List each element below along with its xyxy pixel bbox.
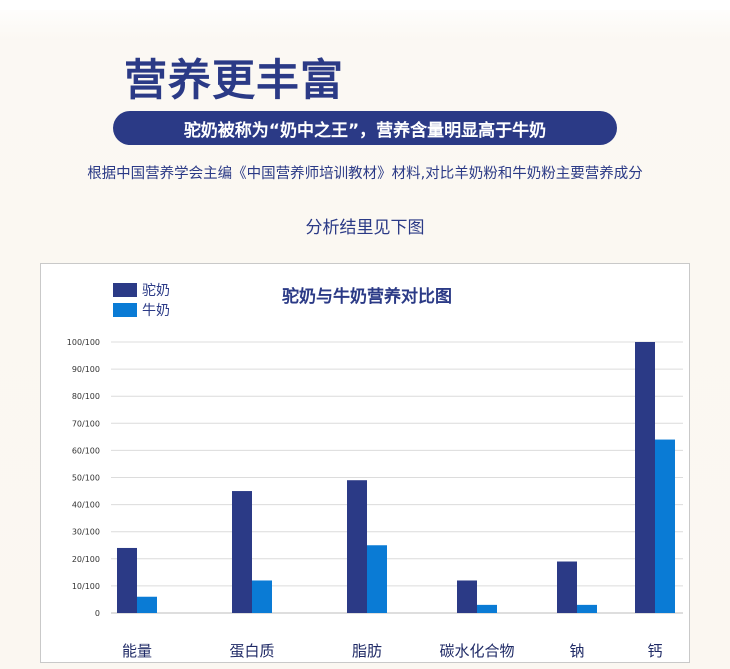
analysis-subheading: 分析结里见下图	[305, 218, 425, 238]
source-description: 根据中国营养学会主编《中国营养师培训教材》材料,对比羊奶粉和牛奶粉主要营养成分	[87, 166, 643, 182]
y-tick-label: 50/100	[72, 474, 100, 483]
y-tick-label: 0	[95, 609, 100, 618]
chart-frame: 驼奶与牛奶营养对比图 驼奶牛奶 0 10/100 20/100 30/100 40/100 5…	[40, 263, 690, 663]
y-tick-label: 40/100	[72, 501, 100, 510]
y-tick-label: 20/100	[72, 555, 100, 564]
y-tick-label: 30/100	[72, 528, 100, 537]
chart-title: 驼奶与牛奶营养对比图	[282, 286, 452, 307]
bar-cow-1	[137, 596, 157, 613]
bar-cow-4	[477, 604, 497, 613]
y-tick-label: 70/100	[72, 419, 100, 428]
y-tick-label: 60/100	[72, 446, 100, 455]
y-tick-label: 80/100	[72, 392, 100, 401]
bar-camel-6	[635, 342, 655, 613]
bar-cow-2	[252, 580, 272, 613]
bar-camel-5	[557, 561, 577, 613]
x-category-label: 钠	[569, 642, 584, 660]
page-headline: 营养更丰富	[124, 56, 344, 106]
bar-camel-2	[232, 491, 252, 613]
legend-swatch-2	[113, 303, 137, 317]
x-category-label: 能量	[122, 642, 152, 660]
x-category-label: 脂肪	[352, 642, 382, 660]
y-tick-label: 90/100	[72, 365, 100, 374]
bar-cow-5	[577, 604, 597, 613]
x-category-label: 蛋白质	[229, 642, 274, 660]
highlight-banner: 驼奶被称为“奶中之王”，营养含量明显高于牛奶	[113, 111, 617, 145]
legend-swatch-1	[113, 283, 137, 297]
bar-cow-3	[367, 545, 387, 613]
top-strip	[0, 0, 730, 10]
legend-label-2: 牛奶	[142, 303, 170, 319]
legend-label-1: 驼奶	[142, 282, 170, 299]
bar-camel-3	[347, 480, 367, 613]
bar-camel-4	[457, 580, 477, 613]
bar-cow-6	[655, 439, 675, 613]
y-tick-label: 100/100	[67, 338, 100, 347]
bar-camel-1	[117, 547, 137, 613]
x-category-label: 碳水化合物	[439, 642, 514, 660]
x-category-label: 钙	[647, 642, 662, 660]
y-tick-label: 10/100	[72, 582, 100, 591]
